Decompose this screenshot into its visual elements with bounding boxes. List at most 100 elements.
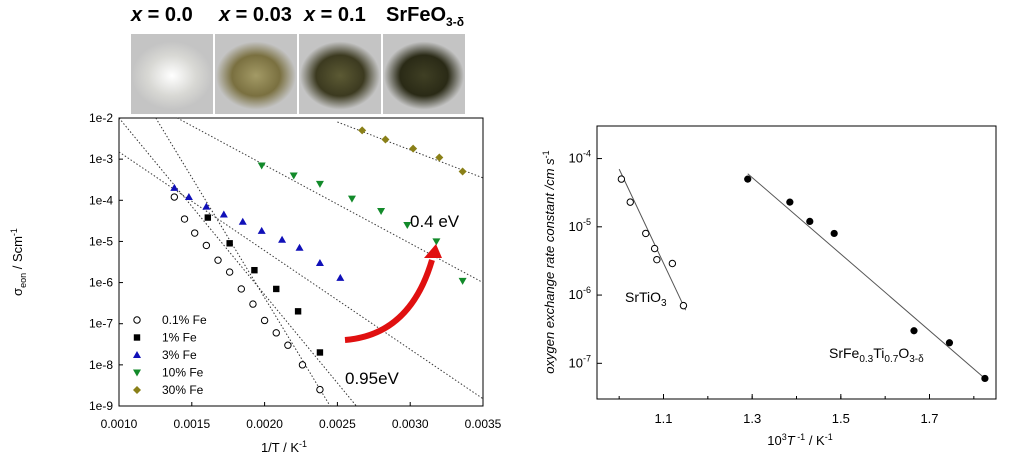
left-point bbox=[377, 207, 386, 215]
left-point bbox=[184, 193, 193, 201]
right-fit-line bbox=[747, 173, 986, 379]
right-point bbox=[786, 198, 794, 206]
left-point bbox=[298, 361, 307, 369]
right-point bbox=[744, 175, 752, 183]
right-point bbox=[910, 327, 918, 335]
photo-label-4-sub: 3-δ bbox=[446, 15, 464, 29]
left-point bbox=[458, 277, 467, 285]
left-point bbox=[278, 235, 287, 243]
photo-label-3: x = 0.1 bbox=[304, 4, 366, 27]
legend-label: 30% Fe bbox=[162, 383, 204, 397]
left-point bbox=[315, 258, 324, 266]
left-point bbox=[295, 243, 304, 251]
left-point bbox=[381, 135, 390, 144]
legend-label: 1% Fe bbox=[162, 331, 197, 345]
left-x-tick-label: 0.0010 bbox=[101, 417, 138, 431]
left-point bbox=[284, 341, 292, 349]
left-x-tick-label: 0.0035 bbox=[465, 417, 502, 431]
right-point bbox=[668, 259, 677, 268]
left-legend: 0.1% Fe 1% Fe 3% Fe 10% Fe 30% Fe bbox=[133, 313, 207, 397]
left-point bbox=[237, 285, 246, 293]
left-y-tick-label: 1e-7 bbox=[89, 317, 113, 331]
left-point bbox=[289, 172, 298, 180]
photo-label-2-rest: = 0.03 bbox=[230, 4, 292, 26]
right-x-tick-label: 1.7 bbox=[920, 411, 938, 426]
left-point bbox=[432, 238, 441, 246]
right-x-axis-label: 103T -1 / K-1 bbox=[767, 432, 832, 448]
exchange-rate-chart: 1.1 1.3 1.5 1.7 10-7 10-6 10-5 10-4 103T -1 / … bbox=[541, 125, 997, 448]
legend-marker bbox=[133, 351, 141, 358]
left-point bbox=[294, 308, 302, 315]
photo-label-4: SrFeO3-δ bbox=[386, 4, 464, 29]
annotation-095ev: 0.95eV bbox=[345, 369, 400, 388]
left-point bbox=[219, 210, 228, 218]
right-point bbox=[830, 229, 838, 238]
right-x-tick-label: 1.5 bbox=[832, 411, 850, 426]
left-point bbox=[260, 316, 269, 325]
photo-label-1: x = 0.0 bbox=[131, 4, 193, 27]
left-point bbox=[273, 285, 280, 293]
left-y-tick-label: 1e-2 bbox=[89, 111, 113, 125]
legend-marker bbox=[133, 386, 141, 394]
photo-label-1-rest: = 0.0 bbox=[142, 4, 193, 26]
right-x-tick-label: 1.3 bbox=[743, 411, 761, 426]
right-point bbox=[679, 301, 688, 310]
red-arrow-head bbox=[424, 244, 442, 258]
left-x-tick-label: 0.0025 bbox=[319, 417, 356, 431]
left-y-ticks: 1e-9 1e-8 1e-7 1e-6 1e-5 1e-4 1e-3 1e-2 bbox=[89, 111, 123, 413]
powder-photo-x0 bbox=[131, 34, 213, 114]
right-point bbox=[626, 198, 634, 206]
photo-label-2: x = 0.03 bbox=[219, 4, 292, 27]
left-point bbox=[409, 144, 418, 153]
left-y-tick-label: 1e-3 bbox=[89, 152, 113, 166]
photo-label-3-var: x bbox=[304, 4, 316, 26]
left-y-tick-label: 1e-8 bbox=[89, 358, 113, 372]
right-y-tick-label: 10-5 bbox=[569, 217, 591, 234]
right-x-tick-label: 1.1 bbox=[654, 411, 672, 426]
left-point bbox=[435, 153, 444, 162]
left-point bbox=[358, 126, 367, 135]
left-x-axis-label: 1/T / K-1 bbox=[261, 439, 307, 455]
powder-photo-x01 bbox=[299, 34, 381, 114]
legend-label: 3% Fe bbox=[162, 348, 197, 362]
legend-marker bbox=[133, 334, 141, 341]
left-y-tick-label: 1e-4 bbox=[89, 193, 113, 207]
left-x-ticks: 0.0010 0.0015 0.0020 0.0025 0.0030 0.0035 bbox=[101, 402, 502, 431]
left-point bbox=[202, 241, 211, 250]
photo-label-2-var: x bbox=[219, 4, 231, 26]
left-point bbox=[180, 215, 189, 223]
right-point bbox=[653, 255, 661, 264]
photo-label-4-main: SrFeO bbox=[386, 4, 447, 26]
srfetio-label: SrFe0.3Ti0.7O3-δ bbox=[829, 345, 924, 365]
right-point bbox=[806, 217, 814, 226]
left-y-tick-label: 1e-6 bbox=[89, 276, 113, 290]
left-point bbox=[336, 273, 345, 281]
right-y-tick-label: 10-6 bbox=[569, 285, 591, 302]
right-y-tick-label: 10-4 bbox=[569, 149, 591, 166]
left-y-axis-label: σeon / Scm-1 bbox=[9, 228, 28, 296]
left-point bbox=[249, 300, 257, 308]
left-point bbox=[225, 268, 234, 276]
left-y-tick-label: 1e-9 bbox=[89, 399, 113, 413]
annotation-04ev: 0.4 eV bbox=[410, 212, 460, 231]
left-point bbox=[272, 329, 280, 337]
left-point bbox=[238, 217, 247, 225]
srtio3-label: SrTiO3 bbox=[625, 289, 667, 309]
legend-label: 0.1% Fe bbox=[162, 313, 207, 327]
right-point bbox=[617, 175, 626, 183]
left-fit-line bbox=[155, 117, 331, 407]
left-x-tick-label: 0.0020 bbox=[246, 417, 283, 431]
left-point bbox=[170, 193, 179, 201]
left-x-tick-label: 0.0030 bbox=[392, 417, 429, 431]
right-point bbox=[650, 244, 659, 253]
right-y-ticks: 10-7 10-6 10-5 10-4 bbox=[569, 149, 602, 370]
right-point bbox=[945, 339, 954, 347]
left-point bbox=[347, 195, 356, 203]
left-point bbox=[257, 162, 266, 170]
left-point bbox=[170, 183, 179, 191]
right-x-ticks: 1.1 1.3 1.5 1.7 bbox=[618, 394, 975, 426]
photo-label-1-var: x bbox=[131, 4, 143, 26]
left-point bbox=[202, 202, 211, 210]
legend-label: 10% Fe bbox=[162, 366, 204, 380]
red-arrow-shaft bbox=[344, 259, 435, 343]
